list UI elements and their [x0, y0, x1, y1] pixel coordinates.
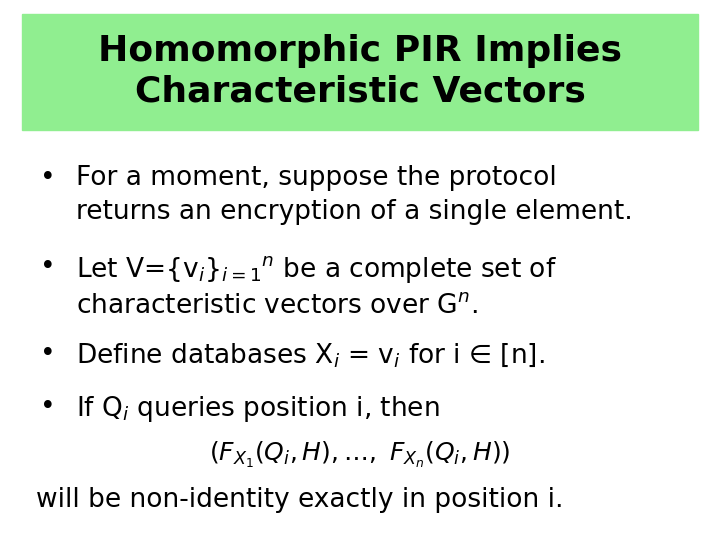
Text: Homomorphic PIR Implies
Characteristic Vectors: Homomorphic PIR Implies Characteristic V… [98, 34, 622, 109]
Text: •: • [40, 341, 55, 367]
Text: $(F_{X_1}(Q_i,H), \ldots,\ F_{X_n}(Q_i,H))$: $(F_{X_1}(Q_i,H), \ldots,\ F_{X_n}(Q_i,H… [210, 440, 510, 470]
FancyBboxPatch shape [22, 14, 698, 130]
Text: •: • [40, 165, 55, 191]
Text: Define databases X$_i$ = v$_i$ for i ∈ [n].: Define databases X$_i$ = v$_i$ for i ∈ [… [76, 341, 544, 369]
Text: If Q$_i$ queries position i, then: If Q$_i$ queries position i, then [76, 394, 439, 424]
Text: For a moment, suppose the protocol
returns an encryption of a single element.: For a moment, suppose the protocol retur… [76, 165, 632, 225]
Text: •: • [40, 254, 55, 280]
Text: •: • [40, 394, 55, 420]
Text: will be non-identity exactly in position i.: will be non-identity exactly in position… [36, 487, 564, 513]
Text: Let V={v$_i$}$_{i=1}$$^n$ be a complete set of
characteristic vectors over G$^n$: Let V={v$_i$}$_{i=1}$$^n$ be a complete … [76, 254, 557, 319]
